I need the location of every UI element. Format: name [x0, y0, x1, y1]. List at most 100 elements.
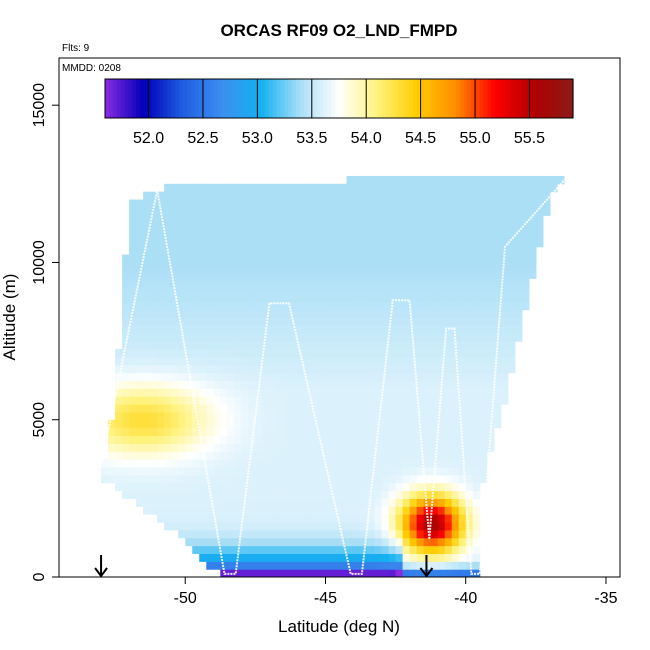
colorbar-segment: [136, 79, 141, 118]
heatmap-cell: [171, 435, 179, 444]
heatmap-cell: [409, 380, 418, 389]
heatmap-cell: [339, 443, 348, 452]
heatmap-cell: [255, 278, 263, 287]
heatmap-cell: [241, 419, 249, 429]
heatmap-cell: [360, 364, 369, 374]
heatmap-cell: [500, 262, 509, 271]
heatmap-cell: [381, 183, 390, 193]
heatmap-cell: [332, 207, 341, 216]
heatmap-cell: [178, 341, 186, 350]
heatmap-cell: [521, 183, 530, 193]
heatmap-cell: [416, 231, 425, 240]
heatmap-cell: [346, 466, 355, 476]
heatmap-cell: [493, 270, 502, 279]
heatmap-cell: [290, 278, 299, 287]
heatmap-cell: [318, 215, 327, 224]
heatmap-cell: [255, 451, 263, 460]
heatmap-cell: [388, 529, 397, 539]
heatmap-cell: [192, 396, 200, 405]
heatmap-cell: [423, 191, 432, 201]
heatmap-cell: [325, 215, 334, 224]
heatmap-cell: [220, 301, 228, 311]
colorbar-segment: [374, 79, 379, 118]
heatmap-cell: [360, 341, 369, 350]
heatmap-cell: [360, 411, 369, 421]
heatmap-cell: [150, 262, 158, 271]
colorbar: 52.0 52.5 53.0 53.5 54.0 54.5 55.0 55.5: [104, 78, 574, 147]
heatmap-cell: [206, 207, 214, 216]
heatmap-cell: [325, 388, 334, 397]
heatmap-cell: [360, 183, 369, 193]
heatmap-cell: [171, 364, 179, 374]
heatmap-cell: [241, 569, 249, 577]
heatmap-cell: [171, 506, 179, 515]
heatmap-cell: [451, 356, 460, 366]
heatmap-cell: [157, 451, 165, 460]
arrow-head: [419, 567, 434, 578]
heatmap-cell: [381, 545, 390, 555]
heatmap-cell: [458, 545, 467, 555]
heatmap-cell: [206, 183, 214, 193]
heatmap-cell: [430, 262, 439, 271]
heatmap-cell: [269, 246, 277, 256]
colorbar-segment: [331, 79, 336, 118]
heatmap-cell: [465, 356, 474, 366]
heatmap-cell: [143, 482, 151, 492]
heatmap-cell: [290, 231, 299, 240]
heatmap-cell: [472, 215, 481, 224]
heatmap-cell: [465, 325, 474, 334]
heatmap-cell: [136, 325, 144, 334]
heatmap-cell: [143, 364, 151, 374]
heatmap-cell: [199, 521, 207, 531]
heatmap-cell: [262, 482, 270, 492]
colorbar-tick-label: 53.0: [242, 130, 273, 147]
heatmap-cell: [199, 286, 207, 295]
heatmap-cell: [262, 191, 270, 201]
colorbar-segment: [378, 79, 383, 118]
heatmap-cell: [381, 451, 390, 460]
heatmap-cell: [220, 514, 228, 523]
heatmap-cell: [213, 348, 221, 358]
heatmap-cell: [150, 231, 158, 240]
heatmap-cell: [507, 238, 516, 248]
heatmap-cell: [325, 372, 334, 382]
heatmap-cell: [346, 286, 355, 295]
heatmap-cell: [360, 561, 369, 570]
heatmap-cell: [339, 333, 348, 342]
heatmap-cell: [388, 482, 397, 492]
heatmap-cell: [122, 325, 130, 334]
heatmap-cell: [416, 341, 425, 350]
heatmap-cell: [395, 388, 404, 397]
heatmap-cell: [311, 223, 320, 232]
heatmap-cell: [416, 396, 425, 405]
heatmap-cell: [409, 474, 418, 484]
heatmap-cell: [220, 427, 228, 437]
heatmap-cell: [367, 262, 376, 271]
heatmap-cell: [136, 341, 144, 350]
heatmap-cell: [262, 223, 270, 232]
heatmap-cell: [185, 278, 193, 287]
heatmap-cell: [276, 223, 284, 232]
heatmap-cell: [248, 388, 256, 397]
colorbar-segment: [284, 79, 289, 118]
colorbar-segment: [471, 79, 477, 118]
heatmap-cell: [276, 553, 284, 562]
heatmap-cell: [339, 215, 348, 224]
heatmap-cell: [304, 537, 313, 547]
heatmap-cell: [332, 317, 341, 326]
heatmap-cell: [479, 364, 488, 374]
heatmap-cell: [318, 317, 327, 326]
heatmap-cell: [444, 301, 453, 311]
heatmap-cell: [507, 286, 516, 295]
heatmap-cell: [500, 293, 509, 303]
heatmap-cell: [150, 364, 158, 374]
heatmap-cell: [486, 183, 495, 193]
heatmap-cell: [164, 490, 172, 499]
heatmap-cell: [353, 404, 362, 413]
heatmap-cell: [206, 317, 214, 326]
colorbar-segment: [140, 79, 145, 118]
heatmap-cell: [269, 278, 277, 287]
heatmap-cell: [479, 427, 488, 437]
heatmap-cell: [143, 317, 151, 326]
